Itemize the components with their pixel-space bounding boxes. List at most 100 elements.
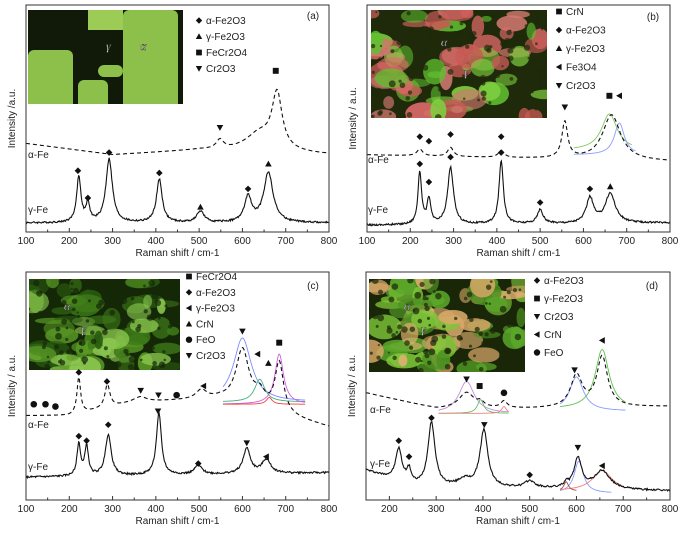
inset-grain	[530, 89, 547, 100]
inset-speckle	[374, 95, 377, 99]
inset-grain	[51, 307, 73, 315]
legend-label: Fe3O4	[566, 63, 597, 74]
inset-speckle	[135, 326, 141, 333]
legend-item: Cr2O3	[555, 81, 596, 92]
inset-speckle	[428, 348, 436, 356]
diamond-marker	[194, 460, 202, 467]
inset-grain	[423, 58, 447, 85]
series-label: α-Fe	[368, 155, 389, 166]
legend-item: FeCr2O4	[186, 272, 238, 283]
legend-item: Cr2O3	[185, 351, 226, 362]
legend-label: CrN	[196, 319, 214, 330]
circle-marker	[173, 391, 180, 399]
diamond-marker	[395, 437, 403, 445]
x-axis-title: Raman shift / cm-1	[476, 516, 560, 527]
inset-speckle	[48, 289, 55, 296]
inset-grain	[78, 80, 108, 104]
inset-speckle	[405, 95, 411, 101]
inset-speckle	[488, 101, 492, 105]
legend-label: γ-Fe2O3	[206, 32, 245, 43]
diamond-marker	[416, 133, 424, 140]
inset-speckle	[462, 97, 466, 100]
legend-item: CrN	[185, 319, 214, 330]
inset-speckle	[406, 11, 411, 16]
x-tick-label: 600	[575, 236, 592, 247]
inset-speckle	[108, 304, 111, 307]
inset-phase-label: α	[140, 39, 147, 53]
inset-speckle	[109, 301, 112, 305]
inset-speckle	[387, 351, 390, 354]
inset-grain	[29, 290, 50, 314]
inset-grain	[46, 279, 60, 289]
inset-speckle	[465, 44, 470, 49]
inset-speckle	[391, 283, 399, 290]
diamond-marker	[536, 199, 544, 206]
y-axis-title: Intensity / a.u.	[7, 355, 18, 417]
inset-speckle	[509, 43, 516, 50]
circle-marker	[42, 400, 49, 408]
inset-speckle	[406, 112, 413, 118]
inset-speckle	[162, 350, 166, 354]
inset-speckle	[378, 57, 382, 62]
x-tick-label: 400	[489, 236, 506, 247]
diamond-marker	[185, 289, 193, 296]
inset-speckle	[409, 345, 414, 350]
inset-speckle	[444, 347, 451, 355]
legend-item: α-Fe2O3	[555, 26, 606, 37]
legend-label: FeCr2O4	[196, 272, 238, 283]
inset-speckle	[395, 331, 399, 334]
inset-speckle	[82, 361, 86, 365]
inset-speckle	[65, 350, 71, 355]
inset-speckle	[70, 287, 73, 291]
inset-speckle	[538, 77, 542, 81]
inset-micrograph: αγ	[369, 279, 525, 372]
triangle-down-marker	[561, 104, 569, 111]
inset-speckle	[72, 287, 79, 294]
inset-grain	[524, 109, 543, 118]
series-label: γ-Fe	[28, 462, 48, 473]
inset-speckle	[139, 358, 143, 362]
inset-speckle	[419, 281, 425, 288]
x-tick-label: 700	[618, 236, 635, 247]
inset-speckle	[106, 355, 110, 358]
inset-speckle	[422, 349, 429, 355]
inset-speckle	[163, 297, 167, 300]
inset-speckle	[33, 279, 40, 287]
legend: α-Fe2O3 γ-Fe2O3 Cr2O3 CrN FeO	[533, 276, 584, 359]
inset-speckle	[462, 361, 468, 366]
inset-speckle	[46, 355, 50, 359]
inset-speckle	[143, 309, 148, 314]
inset-speckle	[468, 77, 474, 83]
inset-speckle	[388, 32, 392, 37]
inset-speckle	[447, 68, 454, 75]
diamond-marker	[84, 194, 92, 202]
diamond-marker	[425, 137, 433, 145]
inset-speckle	[488, 302, 492, 305]
inset-grain	[524, 37, 547, 54]
inset-speckle	[377, 343, 380, 347]
legend-label: FeCr2O4	[206, 48, 248, 59]
inset-speckle	[432, 290, 436, 293]
gamma-fe-spectrum-line	[366, 159, 671, 227]
x-tick-label: 100	[18, 236, 35, 247]
inset-grain	[526, 22, 536, 40]
inset-speckle	[151, 346, 155, 350]
inset-speckle	[523, 44, 531, 51]
legend-label: γ-Fe2O3	[566, 44, 605, 55]
legend-label: γ-Fe2O3	[544, 294, 583, 305]
fit-component-line	[438, 380, 509, 413]
triangle-down-marker	[533, 313, 541, 320]
gamma-fe-spectrum-line	[25, 157, 329, 225]
square-marker	[476, 383, 483, 389]
inset-speckle	[398, 79, 402, 83]
inset-speckle	[392, 355, 397, 361]
inset-phase-label: γ	[81, 322, 86, 336]
x-tick-label: 500	[532, 236, 549, 247]
inset-speckle	[164, 304, 168, 308]
series-label: α-Fe	[28, 150, 49, 161]
inset-speckle	[143, 284, 146, 288]
inset-speckle	[485, 284, 492, 290]
triangle-down-marker	[195, 65, 203, 72]
inset-speckle	[379, 44, 383, 48]
inset-micrograph: αγ	[371, 10, 547, 118]
